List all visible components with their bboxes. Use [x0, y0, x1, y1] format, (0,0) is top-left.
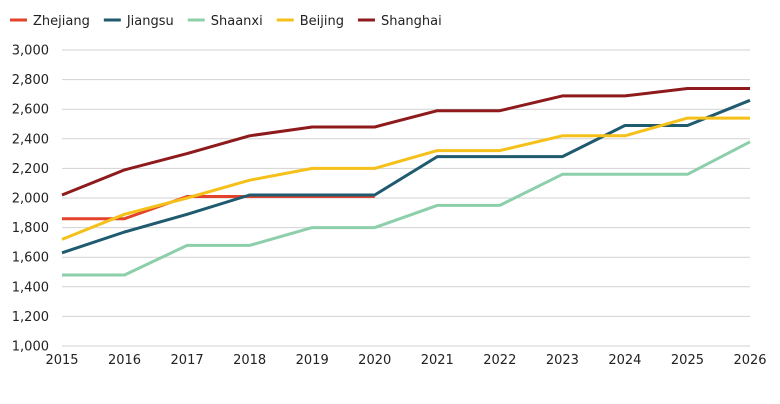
legend-label-jiangsu: Jiangsu — [126, 14, 174, 29]
y-tick-label: 1,000 — [12, 340, 49, 355]
series-line-jiangsu — [61, 98, 751, 255]
legend-label-shaanxi: Shaanxi — [211, 14, 263, 29]
y-tick-label: 2,200 — [12, 162, 49, 177]
y-tick-label: 1,200 — [12, 310, 49, 325]
x-tick-label: 2025 — [671, 353, 704, 368]
gridlines — [62, 49, 750, 347]
x-tick-label: 2023 — [546, 353, 579, 368]
x-tick-label: 2017 — [171, 353, 204, 368]
y-tick-label: 1,400 — [12, 280, 49, 295]
y-tick-label: 2,000 — [12, 192, 49, 207]
x-tick-label: 2018 — [233, 353, 266, 368]
x-tick-label: 2016 — [108, 353, 141, 368]
legend-label-zhejiang: Zhejiang — [33, 14, 90, 29]
x-tick-label: 2022 — [483, 353, 516, 368]
legend-label-beijing: Beijing — [300, 14, 344, 29]
x-axis-ticks: 2015 2016 2017 2018 2019 2020 2021 2022 2023 2024… — [45, 353, 766, 368]
series-line-zhejiang — [62, 195, 375, 221]
y-tick-label: 2,600 — [12, 103, 49, 118]
y-tick-label: 2,400 — [12, 132, 49, 147]
series-line-shaanxi — [62, 140, 751, 277]
y-tick-label: 2,800 — [12, 73, 49, 88]
series-line-shanghai — [61, 87, 750, 197]
legend: Zhejiang Jiangsu Shaanxi Beijing Shanghai — [10, 14, 442, 29]
x-tick-label: 2020 — [358, 353, 391, 368]
y-tick-label: 1,600 — [12, 251, 49, 266]
series-lines — [61, 87, 751, 277]
x-tick-label: 2019 — [296, 353, 329, 368]
y-tick-label: 3,000 — [12, 44, 49, 59]
x-tick-label: 2015 — [45, 353, 78, 368]
y-tick-label: 1,800 — [12, 221, 49, 236]
x-tick-label: 2026 — [733, 353, 766, 368]
series-line-beijing — [61, 116, 750, 241]
x-tick-label: 2024 — [608, 353, 641, 368]
y-axis-ticks: 1,000 1,200 1,400 1,600 1,800 2,000 2,200 2,400… — [12, 44, 49, 355]
legend-label-shanghai: Shanghai — [381, 14, 442, 29]
x-tick-label: 2021 — [421, 353, 454, 368]
